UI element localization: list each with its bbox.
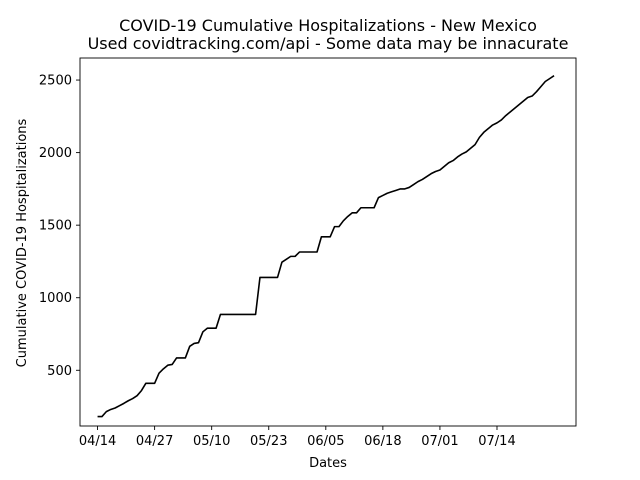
chart-subtitle: Used covidtracking.com/api - Some data m… xyxy=(88,34,569,53)
x-axis: 04/14 04/27 05/10 05/23 06/05 06/18 07/01 07/14 xyxy=(79,426,516,449)
y-tick-label: 2500 xyxy=(39,74,72,89)
x-tick-label: 06/05 xyxy=(307,434,344,449)
x-tick-label: 06/18 xyxy=(364,434,401,449)
plot-border xyxy=(79,57,577,427)
x-axis-label: Dates xyxy=(309,456,347,471)
y-tick-label: 2000 xyxy=(39,146,72,161)
x-tick-label: 05/23 xyxy=(250,434,287,449)
x-tick-label: 07/01 xyxy=(421,434,458,449)
chart-title: COVID-19 Cumulative Hospitalizations - N… xyxy=(119,16,537,35)
x-tick-label: 04/27 xyxy=(136,434,173,449)
y-axis: 500 1000 1500 2000 2500 xyxy=(39,74,80,379)
y-tick-label: 500 xyxy=(47,364,72,379)
x-tick-label: 07/14 xyxy=(478,434,515,449)
y-tick-label: 1000 xyxy=(39,291,72,306)
y-axis-label: Cumulative COVID-19 Hospitalizations xyxy=(15,118,30,367)
x-tick-label: 04/14 xyxy=(79,434,116,449)
series-line-0 xyxy=(97,75,555,418)
y-tick-label: 1500 xyxy=(39,219,72,234)
data-layer xyxy=(97,75,555,418)
x-tick-label: 05/10 xyxy=(193,434,230,449)
plot-area xyxy=(79,57,577,427)
